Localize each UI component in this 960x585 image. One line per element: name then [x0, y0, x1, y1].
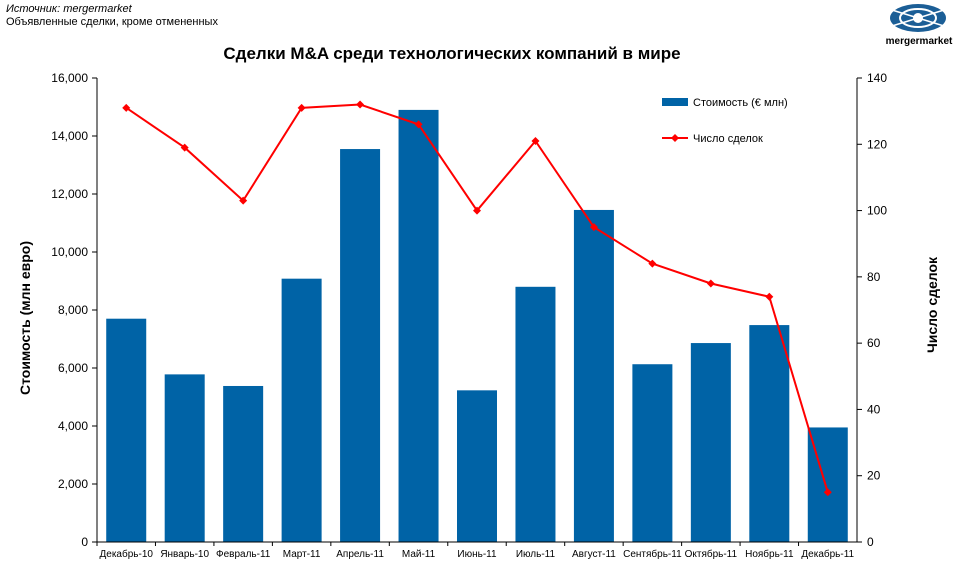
line-point: [648, 259, 657, 268]
line-point: [297, 103, 306, 112]
y2-axis-label: Число сделок: [924, 256, 940, 353]
bar: [223, 385, 264, 542]
line-point: [531, 136, 540, 145]
line-point: [122, 103, 131, 112]
line-point: [239, 196, 248, 205]
y-tick-label: 8,000: [58, 303, 88, 317]
x-tick-label: Январь-10: [160, 549, 209, 560]
bar: [281, 278, 322, 542]
y-tick-label: 14,000: [51, 129, 88, 143]
mergermarket-logo-icon: [890, 4, 946, 32]
line-point: [823, 488, 832, 497]
y2-tick-label: 60: [867, 336, 881, 350]
x-tick-label: Ноябрь-11: [745, 548, 794, 560]
legend-swatch-marker: [671, 134, 679, 142]
y-tick-label: 2,000: [58, 477, 88, 491]
line-point: [589, 223, 598, 232]
x-tick-label: Август-11: [572, 549, 616, 560]
x-tick-label: Май-11: [402, 549, 436, 560]
y-axis-label: Стоимость (млн евро): [17, 241, 33, 395]
x-tick-label: Март-11: [283, 549, 321, 560]
x-tick-label: Декабрь-11: [801, 548, 854, 560]
x-tick-label: Октябрь-11: [685, 548, 738, 560]
line-point: [356, 100, 365, 109]
x-tick-label: Июнь-11: [457, 549, 497, 560]
y2-tick-label: 140: [867, 71, 887, 85]
y2-tick-label: 120: [867, 137, 887, 151]
line-point: [414, 120, 423, 129]
x-tick-label: Февраль-11: [216, 549, 271, 560]
y-tick-label: 12,000: [51, 187, 88, 201]
y2-tick-label: 0: [867, 535, 874, 549]
line-point: [765, 292, 774, 301]
filter-note: Объявленные сделки, кроме отмененных: [6, 16, 218, 28]
y2-tick-label: 40: [867, 402, 881, 416]
bar: [632, 364, 673, 542]
legend-swatch-bar: [662, 98, 688, 106]
bar: [106, 318, 147, 542]
line-point: [180, 143, 189, 152]
chart-title: Сделки M&A среди технологических компани…: [223, 44, 680, 63]
y-tick-label: 4,000: [58, 419, 88, 433]
y2-tick-label: 100: [867, 204, 887, 218]
bar: [749, 325, 790, 542]
source-line: Источник: mergermarket: [6, 3, 132, 15]
bar: [340, 149, 381, 543]
bar: [457, 390, 497, 542]
bar: [690, 343, 731, 542]
legend: Стоимость (€ млн) Число сделок: [662, 97, 788, 145]
y2-tick-label: 20: [867, 469, 881, 483]
x-tick-label: Декабрь-10: [100, 548, 154, 560]
y2-tick-label: 80: [867, 270, 881, 284]
line-point: [706, 279, 715, 288]
bar: [515, 286, 556, 542]
logo-text: mergermarket: [885, 36, 953, 47]
y-tick-label: 10,000: [51, 245, 88, 259]
legend-label: Число сделок: [693, 133, 763, 145]
bar: [573, 209, 614, 542]
x-tick-label: Апрель-11: [336, 549, 384, 560]
line-point: [473, 206, 481, 215]
bar: [398, 109, 439, 543]
source-note: Источник: mergermarket Объявленные сделк…: [6, 3, 218, 29]
y-tick-label: 6,000: [58, 361, 88, 375]
x-tick-label: Июль-11: [516, 549, 556, 560]
plot-area: 0 2,000 4,000 6,000 8,000 10,000 12,000 14,000 1…: [51, 71, 887, 560]
x-tick-label: Сентябрь-11: [623, 548, 682, 560]
bar: [164, 374, 205, 542]
y-tick-label: 16,000: [51, 71, 88, 85]
legend-label: Стоимость (€ млн): [693, 97, 788, 109]
y-tick-label: 0: [81, 535, 88, 549]
